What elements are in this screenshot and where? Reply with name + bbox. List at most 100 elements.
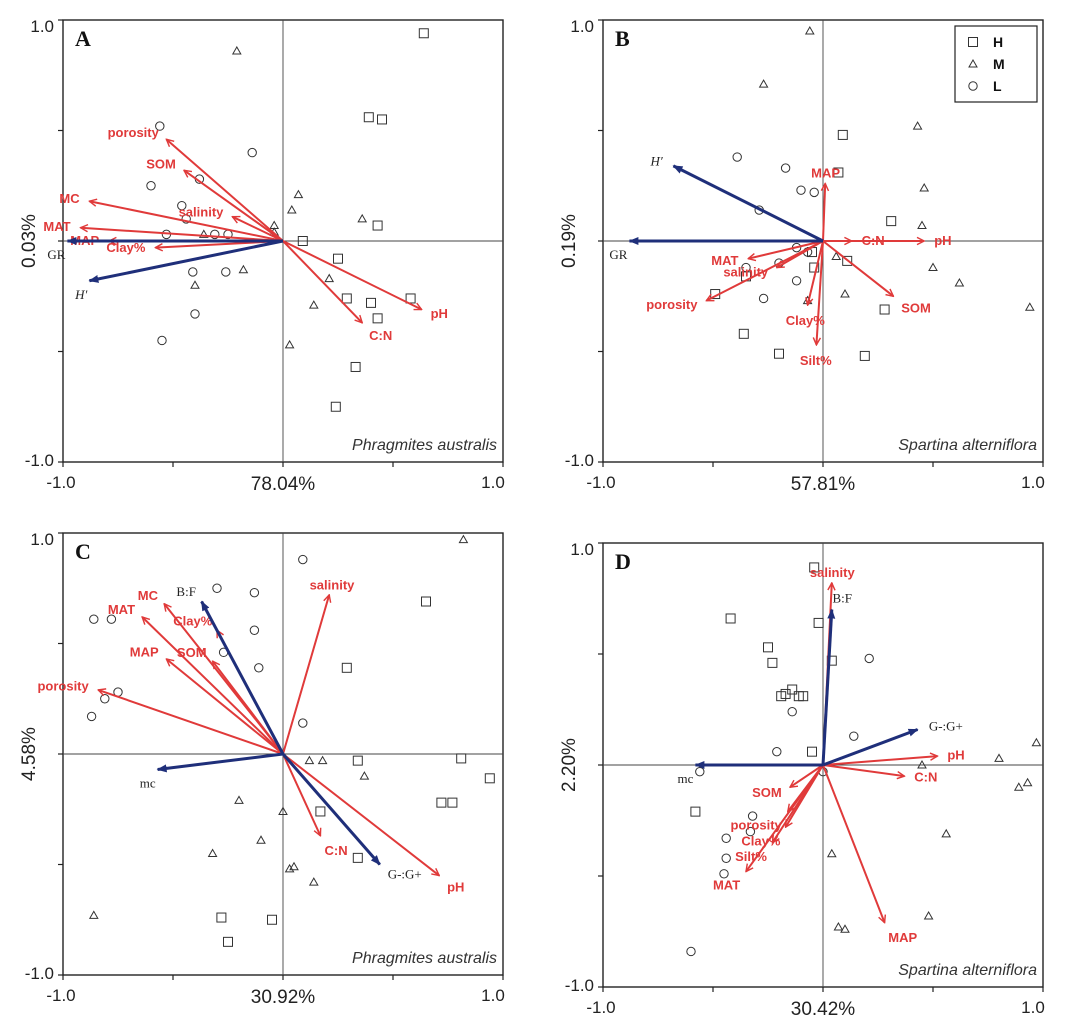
sample-point-m [840,924,850,933]
sample-point-l [741,262,751,273]
sample-point-l [719,869,729,879]
sample-point-l [247,147,257,158]
y-tick-label: 1.0 [570,17,594,36]
y-axis-label: 0.03% [19,214,40,268]
sample-point-m [256,835,266,844]
x-tick-label: 1.0 [481,473,505,492]
env-vector-label: porosity [37,679,89,694]
env-vector-label: Clay% [741,834,780,849]
sample-point-h [366,297,376,308]
sample-point-m [324,273,335,283]
sample-point-m [308,300,319,309]
sample-point-l [212,583,222,593]
sample-point-l [787,707,797,717]
sample-point-h [738,328,749,339]
sample-point-l [249,587,260,598]
sample-point-m [840,289,850,298]
sample-point-h [333,253,343,264]
env-vector-mc [89,201,284,242]
sample-point-l [146,181,156,191]
env-vector-porosity [706,240,824,302]
legend-triangle-icon [968,58,978,68]
sample-point-m [831,251,842,260]
sample-point-h [447,797,458,808]
sample-point-m [917,759,927,769]
env-vector-label: MAT [711,253,738,268]
sample-point-l [254,663,264,673]
sample-point-h [363,112,374,123]
env-vector-label: salinity [810,565,856,580]
y-tick-label: -1.0 [25,451,54,470]
panel-c: -1.0 1.0 1.0 -1.0 30.92% 4.58% C Phragmites aus… [19,530,505,1008]
env-vector-porosity [166,139,284,242]
sample-point-l [747,811,758,821]
sample-point-h [725,613,736,624]
x-tick-label: 1.0 [1021,473,1045,492]
sample-point-h [223,936,233,947]
env-vector-mat [746,764,824,872]
sample-point-l [721,853,731,863]
sample-point-m [317,755,328,765]
sample-point-l [210,229,220,240]
env-vector-label: Clay% [173,613,212,628]
env-vector-label: salinity [179,204,225,219]
env-vector-mat [81,228,284,242]
sample-point-h [837,129,848,140]
sample-point-l [89,614,99,624]
response-vector-label: mc [140,775,156,790]
sample-point-m [1022,777,1033,787]
sample-point-l [695,766,705,777]
sample-point-h [352,852,363,863]
sample-point-m [954,277,965,287]
sample-point-l [181,214,191,224]
sample-point-m [833,922,844,931]
panel-b: -1.0 1.0 1.0 -1.0 57.81% 0.19% B Spartina alter… [559,17,1045,495]
species-label: Spartina alterniflora [898,962,1037,979]
sample-point-h [436,797,447,808]
sample-point-h [879,304,890,315]
response-vector-label: H′ [74,287,87,302]
sample-point-h [315,806,326,817]
sample-point-m [917,220,927,230]
env-vector-som [822,240,893,296]
y-tick-label: -1.0 [565,976,594,995]
response-vector-label: GR [609,247,627,262]
env-vector-label: Clay% [786,313,825,328]
sample-point-m [357,213,368,223]
env-vector-map [823,184,825,242]
sample-point-h [886,216,897,227]
env-vector-label: Silt% [800,353,832,368]
env-vector-ph [282,753,439,876]
sample-point-l [177,200,187,211]
env-vector-ph [282,240,422,311]
x-axis-label: 30.92% [251,987,316,1008]
env-vector-cn [282,753,320,836]
env-vector-label: C:N [369,328,392,343]
sample-point-m [284,863,295,873]
env-vector-porosity [98,690,284,755]
sample-point-l [686,946,696,957]
sample-point-l [221,267,231,277]
env-vector-silt [816,240,824,345]
y-axis-label: 4.58% [19,727,40,781]
sample-point-l [249,625,260,635]
sample-point-h [842,255,853,266]
sample-point-m [1013,782,1024,791]
sample-point-h [216,912,227,923]
sample-point-h [798,691,809,702]
y-tick-label: 1.0 [30,17,54,36]
species-label: Phragmites australis [352,950,497,967]
y-tick-label: 1.0 [30,530,54,549]
response-vector-bf [821,608,836,766]
x-axis-label: 57.81% [791,474,856,495]
sample-point-l [100,694,110,704]
sample-point-h [297,236,308,246]
response-vector-label: GR [47,247,65,262]
sample-point-h [813,617,824,628]
env-vector-label: pH [447,880,464,895]
env-vector-cn [822,764,904,776]
sample-point-h [267,914,277,925]
env-vector-label: SOM [752,785,782,800]
sample-point-h [767,657,778,668]
